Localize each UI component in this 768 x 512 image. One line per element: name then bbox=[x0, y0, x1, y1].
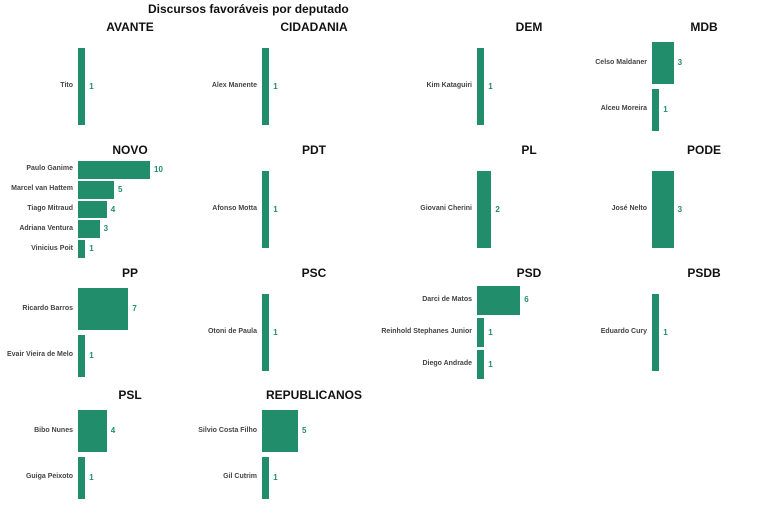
facet-title: DEM bbox=[515, 20, 543, 34]
data-label: 5 bbox=[302, 426, 307, 436]
bar bbox=[78, 160, 150, 179]
bar bbox=[78, 456, 86, 499]
category-label: Paulo Ganime bbox=[26, 165, 73, 173]
data-label: 1 bbox=[273, 81, 278, 91]
facet-title: PL bbox=[521, 143, 537, 157]
bar bbox=[477, 170, 492, 249]
facet-title: PDT bbox=[302, 143, 326, 157]
category-label: Reinhold Stephanes Junior bbox=[381, 328, 472, 335]
bar bbox=[262, 293, 270, 372]
category-label: Otoni de Paula bbox=[207, 328, 257, 335]
bar bbox=[78, 180, 114, 199]
facet-title: PSL bbox=[118, 388, 142, 402]
bar bbox=[78, 288, 129, 331]
facet-title: NOVO bbox=[112, 143, 148, 157]
data-label: 1 bbox=[663, 104, 668, 114]
data-label: 1 bbox=[488, 81, 493, 91]
facet-title: AVANTE bbox=[106, 20, 154, 34]
bar bbox=[78, 334, 86, 377]
data-label: 4 bbox=[110, 426, 116, 436]
category-label: José Nelto bbox=[611, 205, 647, 212]
bar bbox=[78, 200, 107, 219]
bar bbox=[477, 47, 485, 126]
bar bbox=[262, 47, 270, 126]
data-label: 1 bbox=[273, 327, 278, 337]
data-label: 1 bbox=[273, 204, 278, 214]
data-label: 6 bbox=[524, 295, 529, 305]
category-label: Diego Andrade bbox=[422, 360, 472, 368]
bar bbox=[652, 170, 674, 249]
bar bbox=[78, 240, 86, 258]
bar bbox=[262, 410, 298, 453]
category-label: Tito bbox=[60, 82, 73, 89]
bar bbox=[262, 170, 270, 249]
data-label: 3 bbox=[677, 204, 683, 214]
facet-title: PODE bbox=[686, 143, 721, 157]
category-label: Celso Maldaner bbox=[595, 58, 647, 66]
category-label: Afonso Motta bbox=[212, 205, 257, 212]
bar bbox=[78, 410, 107, 453]
data-label: 3 bbox=[103, 224, 109, 234]
category-label: Guiga Peixoto bbox=[25, 473, 73, 481]
category-label: Bibo Nunes bbox=[34, 426, 73, 434]
category-label: Tiago Mitraud bbox=[27, 205, 73, 212]
data-label: 1 bbox=[89, 472, 94, 482]
data-label: 1 bbox=[89, 81, 94, 91]
data-label: 10 bbox=[154, 164, 163, 174]
category-label: Vinicius Poit bbox=[31, 244, 73, 252]
data-label: 1 bbox=[488, 327, 493, 337]
data-label: 3 bbox=[677, 58, 683, 68]
data-label: 1 bbox=[89, 244, 94, 254]
category-label: Marcel van Hattem bbox=[11, 185, 73, 193]
category-label: Silvio Costa Filho bbox=[198, 426, 257, 434]
facet-title: CIDADANIA bbox=[280, 20, 348, 34]
data-label: 4 bbox=[110, 204, 116, 214]
data-label: 1 bbox=[273, 472, 278, 482]
facet-title: PP bbox=[121, 266, 138, 280]
data-label: 2 bbox=[495, 204, 500, 214]
data-label: 5 bbox=[118, 184, 123, 194]
facet-title: PSDB bbox=[687, 266, 721, 280]
category-label: Giovani Cherini bbox=[420, 205, 472, 212]
data-label: 7 bbox=[132, 304, 137, 314]
category-label: Alex Manente bbox=[211, 82, 257, 89]
bar bbox=[78, 47, 86, 126]
facet-title: MDB bbox=[690, 20, 718, 34]
bar bbox=[78, 220, 100, 239]
category-label: Eduardo Cury bbox=[600, 328, 647, 335]
chart-title: Discursos favoráveis por deputado bbox=[148, 2, 349, 16]
bar bbox=[477, 350, 485, 380]
bar bbox=[652, 293, 660, 372]
category-label: Gil Cutrim bbox=[223, 473, 257, 481]
facet-title: PSC bbox=[301, 266, 327, 280]
category-label: Evair Vieira de Melo bbox=[6, 351, 73, 359]
data-label: 1 bbox=[663, 327, 668, 337]
category-label: Adriana Ventura bbox=[19, 224, 73, 232]
bar bbox=[262, 456, 270, 499]
data-label: 1 bbox=[89, 350, 94, 360]
category-label: Ricardo Barros bbox=[22, 304, 73, 312]
category-label: Alceu Moreira bbox=[600, 105, 647, 113]
category-label: Kim Kataguiri bbox=[426, 82, 472, 89]
facet-title: PSD bbox=[516, 266, 542, 280]
bar bbox=[477, 318, 485, 347]
bar bbox=[652, 88, 660, 131]
facet-title: REPUBLICANOS bbox=[265, 388, 362, 402]
bar bbox=[477, 285, 521, 315]
bar bbox=[652, 42, 674, 85]
category-label: Darci de Matos bbox=[422, 295, 472, 303]
data-label: 1 bbox=[488, 359, 493, 369]
